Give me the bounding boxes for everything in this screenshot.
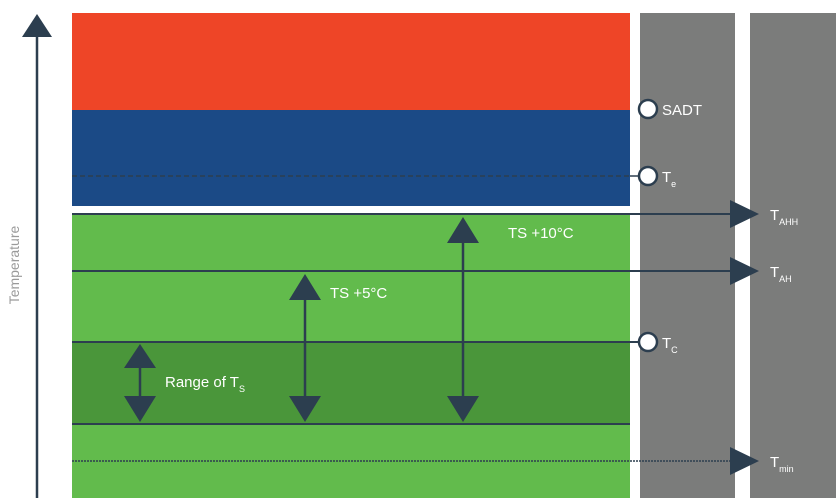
range-of-ts-arrow — [124, 344, 156, 422]
tahh-arrow-icon — [730, 200, 759, 228]
temperature-axis — [22, 14, 52, 498]
tah-label: TAH — [770, 264, 792, 284]
te-label: Te — [662, 169, 676, 189]
warning-zone — [72, 110, 630, 206]
tmin-label: Tmin — [770, 454, 794, 474]
tahh-label: TAHH — [770, 207, 798, 227]
axis-title: Temperature — [6, 225, 22, 304]
sadt-label: SADT — [662, 102, 702, 119]
range-down-arrow-icon — [124, 396, 156, 422]
range-up-arrow-icon — [124, 344, 156, 368]
ts10-down-arrow-icon — [447, 396, 479, 422]
te-marker-icon — [637, 165, 659, 187]
range-of-ts-label: Range of TS — [165, 374, 245, 394]
tc-marker-icon — [637, 331, 659, 353]
control-column — [640, 13, 735, 498]
danger-zone — [72, 13, 630, 110]
sadt-marker-icon — [637, 98, 659, 120]
ts-plus-5-label: TS +5°C — [330, 285, 387, 302]
tmin-arrow-icon — [730, 447, 759, 475]
tc-label: TC — [662, 335, 678, 355]
ts-plus-10-label: TS +10°C — [508, 225, 574, 242]
ts5-up-arrow-icon — [289, 274, 321, 300]
ts-plus-10-arrow — [447, 217, 479, 422]
storage-range-zone — [72, 342, 630, 424]
tah-arrow-icon — [730, 257, 759, 285]
ts10-up-arrow-icon — [447, 217, 479, 243]
ts5-down-arrow-icon — [289, 396, 321, 422]
axis-arrowhead-icon — [22, 14, 52, 37]
ts-plus-5-arrow — [289, 274, 321, 422]
alarm-column — [750, 13, 836, 498]
